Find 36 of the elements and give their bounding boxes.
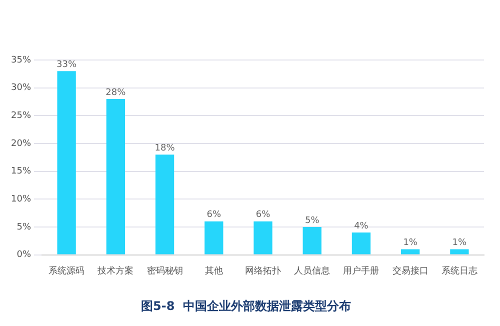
x-tick-label: 系统日志 bbox=[441, 266, 478, 277]
x-tick-label: 网络拓扑 bbox=[245, 266, 281, 277]
x-tick-label: 人员信息 bbox=[294, 266, 330, 277]
data-label: 6% bbox=[256, 210, 271, 220]
y-tick-label: 0% bbox=[16, 250, 32, 260]
bar bbox=[254, 221, 272, 254]
bar bbox=[106, 98, 125, 254]
y-tick-label: 25% bbox=[10, 111, 32, 121]
x-tick-label: 密码秘钥 bbox=[146, 266, 183, 277]
y-tick-label: 10% bbox=[10, 194, 32, 204]
data-label: 6% bbox=[206, 210, 222, 220]
text: 图5-8 中国企业外部数据泄露类型分布 bbox=[140, 298, 352, 313]
x-tick-label: 其他 bbox=[204, 266, 223, 277]
bar bbox=[352, 232, 371, 254]
data-label: 28% bbox=[106, 88, 126, 98]
data-label: 5% bbox=[304, 216, 320, 226]
y-tick-label: 20% bbox=[10, 138, 32, 149]
y-tick-label: 15% bbox=[10, 166, 32, 177]
bar bbox=[57, 71, 76, 254]
data-label: 18% bbox=[154, 143, 176, 154]
bar bbox=[401, 249, 420, 254]
data-label: 33% bbox=[56, 60, 78, 70]
x-tick-label: 技术方案 bbox=[96, 266, 134, 277]
bar bbox=[302, 226, 322, 254]
y-tick-label: 30% bbox=[10, 83, 32, 94]
y-tick-label: 5% bbox=[16, 222, 32, 232]
bar bbox=[450, 249, 469, 254]
x-tick-label: 系统源码 bbox=[48, 266, 85, 277]
data-label: 1% bbox=[452, 238, 468, 248]
x-tick-label: 交易接口 bbox=[392, 266, 428, 277]
data-label: 4% bbox=[354, 221, 369, 232]
data-label: 1% bbox=[403, 238, 418, 248]
bar bbox=[155, 154, 174, 254]
y-tick-label: 35% bbox=[10, 55, 32, 66]
bar bbox=[204, 221, 224, 254]
x-tick-label: 用户手册 bbox=[343, 266, 380, 277]
